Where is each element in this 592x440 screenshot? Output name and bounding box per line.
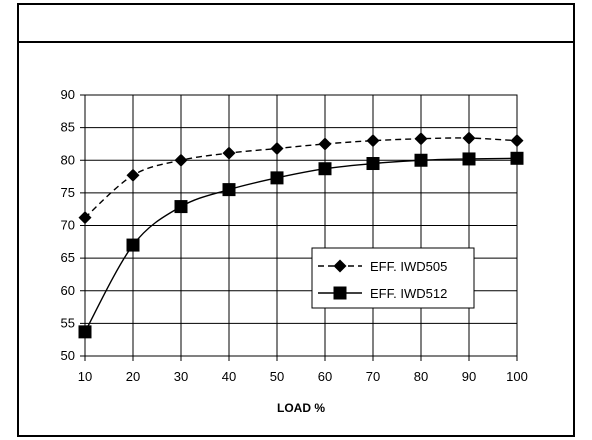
- grid-lines: [84, 94, 518, 357]
- diamond-point: [174, 153, 188, 167]
- square-point: [366, 157, 380, 171]
- diamond-point: [414, 132, 428, 146]
- y-tick-label: 90: [61, 87, 75, 102]
- diamond-point: [366, 134, 380, 148]
- y-tick-label: 65: [61, 250, 75, 265]
- y-tick-label: 80: [61, 152, 75, 167]
- series-1: [78, 131, 524, 225]
- legend: EFF. IWD505 EFF. IWD512: [311, 247, 475, 309]
- square-point: [462, 152, 476, 166]
- legend-marker: [333, 259, 347, 273]
- chart-frame: [17, 3, 575, 437]
- x-tick-label: 10: [78, 369, 92, 384]
- y-tick-label: 55: [61, 315, 75, 330]
- y-tick-label: 75: [61, 185, 75, 200]
- x-tick-label: 60: [318, 369, 332, 384]
- legend-entry: EFF. IWD512: [318, 286, 447, 301]
- series-layer: [78, 131, 524, 339]
- diamond-point: [318, 137, 332, 151]
- x-tick-label: 100: [506, 369, 528, 384]
- square-point: [78, 325, 92, 339]
- x-tick-label: 20: [126, 369, 140, 384]
- x-tick-label: 50: [270, 369, 284, 384]
- legend-label: EFF. IWD512: [370, 286, 447, 301]
- diamond-point: [78, 211, 92, 225]
- x-axis-ticks: 10 20 30 40 50 60 70 80 90 100: [78, 356, 528, 384]
- y-tick-label: 70: [61, 218, 75, 233]
- diamond-point: [222, 146, 236, 160]
- square-point: [222, 183, 236, 197]
- y-tick-label: 60: [61, 283, 75, 298]
- square-point: [174, 200, 188, 214]
- series-line: [84, 137, 518, 219]
- legend-marker: [333, 286, 347, 300]
- square-point: [270, 171, 284, 185]
- diamond-point: [126, 168, 140, 182]
- x-tick-label: 90: [462, 369, 476, 384]
- header-band: [19, 5, 573, 43]
- square-point: [318, 162, 332, 176]
- series-line: [84, 157, 518, 333]
- x-tick-label: 80: [414, 369, 428, 384]
- square-point: [414, 153, 428, 167]
- diamond-point: [510, 134, 524, 148]
- diamond-point: [270, 142, 284, 156]
- x-axis-title: LOAD %: [277, 401, 325, 415]
- legend-label: EFF. IWD505: [370, 259, 447, 274]
- y-tick-label: 85: [61, 120, 75, 135]
- x-tick-label: 70: [366, 369, 380, 384]
- x-tick-label: 40: [222, 369, 236, 384]
- square-point: [126, 238, 140, 252]
- y-tick-label: 50: [61, 348, 75, 363]
- series-2: [78, 151, 524, 339]
- y-axis-ticks: 50 55 60 65 70 75 80 85 90: [61, 87, 85, 363]
- x-tick-label: 30: [174, 369, 188, 384]
- square-point: [510, 151, 524, 165]
- diamond-point: [462, 131, 476, 145]
- legend-entry: EFF. IWD505: [318, 259, 447, 274]
